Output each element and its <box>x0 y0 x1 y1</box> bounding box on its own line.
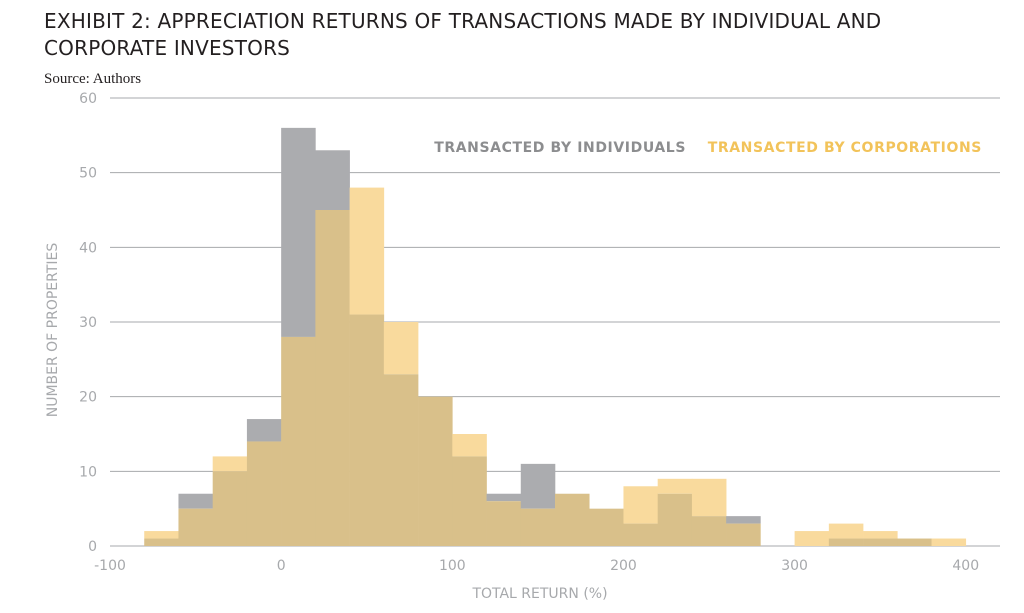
y-axis-ticks: 0 10 20 30 40 50 60 <box>79 91 97 555</box>
bar-overlap <box>383 374 419 546</box>
x-axis-ticks: -100 0 100 200 300 400 <box>94 558 979 574</box>
bar-individuals <box>486 493 522 502</box>
x-tick-label: 300 <box>781 558 808 574</box>
bar-overlap <box>828 538 864 546</box>
x-tick-label: 200 <box>610 558 637 574</box>
y-tick-label: 50 <box>79 166 97 182</box>
bar-corporations <box>691 478 727 517</box>
histogram-bars <box>144 127 967 546</box>
legend-individuals: TRANSACTED BY INDIVIDUALS <box>434 140 686 156</box>
bar-overlap <box>418 396 453 546</box>
bar-overlap <box>349 314 385 546</box>
bar-overlap <box>623 523 658 546</box>
bar-individuals <box>726 516 761 524</box>
bar-overlap <box>486 501 522 546</box>
bar-individuals <box>520 463 556 509</box>
bar-corporations <box>452 434 487 457</box>
bar-overlap <box>520 508 556 546</box>
legend-corporations: TRANSACTED BY CORPORATIONS <box>708 140 982 156</box>
bar-corporations <box>383 322 419 375</box>
x-axis-label: TOTAL RETURN (%) <box>471 586 607 602</box>
bar-individuals <box>281 127 316 337</box>
bar-corporations <box>212 456 248 472</box>
bar-corporations <box>863 531 898 539</box>
bar-overlap <box>246 441 282 546</box>
chart-title: EXHIBIT 2: APPRECIATION RETURNS OF TRANS… <box>44 9 882 60</box>
bar-individuals <box>315 150 350 210</box>
bar-overlap <box>555 493 590 546</box>
bar-individuals <box>178 493 213 509</box>
bar-overlap <box>589 508 624 546</box>
y-tick-label: 30 <box>79 315 97 331</box>
x-tick-label: 400 <box>952 558 979 574</box>
y-tick-label: 0 <box>88 539 97 555</box>
bar-overlap <box>212 471 248 546</box>
bar-overlap <box>144 538 179 546</box>
y-tick-label: 10 <box>79 464 97 480</box>
bar-overlap <box>691 516 727 546</box>
bar-corporations <box>623 486 658 524</box>
bar-corporations <box>931 538 967 546</box>
bar-corporations <box>144 531 179 539</box>
bar-overlap <box>897 538 932 546</box>
bar-overlap <box>863 538 898 546</box>
bar-overlap <box>726 523 761 546</box>
bar-corporations <box>828 523 864 539</box>
bar-overlap <box>178 508 213 546</box>
y-tick-label: 40 <box>79 240 97 256</box>
bar-overlap <box>657 493 693 546</box>
bar-overlap <box>315 210 350 546</box>
x-tick-label: -100 <box>94 558 126 574</box>
y-tick-label: 20 <box>79 390 97 406</box>
bar-overlap <box>281 336 316 546</box>
x-tick-label: 0 <box>277 558 286 574</box>
bar-corporations <box>349 187 385 315</box>
bar-overlap <box>452 456 487 546</box>
bar-corporations <box>657 478 693 494</box>
bar-individuals <box>246 419 282 442</box>
x-tick-label: 100 <box>439 558 466 574</box>
y-tick-label: 60 <box>79 91 97 107</box>
chart-source: Source: Authors <box>44 71 142 87</box>
bar-corporations <box>794 531 830 546</box>
y-axis-label: NUMBER OF PROPERTIES <box>45 243 61 418</box>
